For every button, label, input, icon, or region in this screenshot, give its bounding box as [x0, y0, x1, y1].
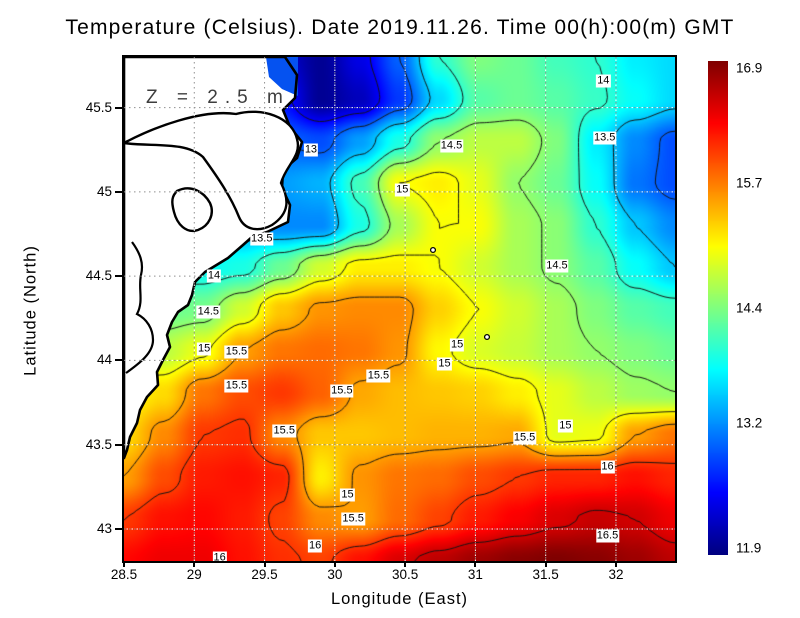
- y-tick-mark: [115, 190, 122, 193]
- contour-label-15.5: 15.5: [330, 384, 354, 398]
- y-tick-mark: [115, 443, 122, 446]
- x-tick-label: 30.5: [391, 567, 419, 582]
- colorbar-tick-label: 16.9: [736, 60, 763, 76]
- x-tick-label: 32: [608, 567, 624, 582]
- contour-label-15.5: 15.5: [512, 431, 537, 445]
- y-tick-label: 43: [96, 520, 112, 536]
- x-tick-label: 31.5: [532, 567, 559, 582]
- contour-label-15.5: 15.5: [224, 345, 249, 359]
- islet-mark: [429, 246, 437, 254]
- contour-label-15: 15: [395, 183, 410, 197]
- contour-label-15: 15: [450, 338, 465, 352]
- lagoon-outline-coastal-lake: [125, 241, 155, 374]
- x-tick-label: 29.5: [251, 567, 278, 582]
- y-tick-label: 44: [96, 352, 112, 368]
- colorbar-tick-label: 14.4: [736, 300, 763, 316]
- contour-label-15: 15: [558, 419, 573, 433]
- y-tick-mark: [115, 359, 122, 362]
- x-axis-title: Longitude (East): [330, 590, 469, 608]
- depth-annotation: Z = 2.5 m: [146, 87, 290, 108]
- colorbar: [708, 61, 728, 555]
- contour-label-14: 14: [596, 74, 611, 88]
- contour-label-15.5: 15.5: [366, 369, 391, 383]
- lagoon-outline-south: [171, 187, 213, 233]
- contour-label-15: 15: [340, 488, 355, 502]
- x-tick-label: 30: [327, 567, 343, 582]
- contour-label-15.5: 15.5: [224, 379, 249, 393]
- y-tick-label: 43.5: [85, 436, 112, 452]
- contour-label-15: 15: [437, 357, 452, 371]
- colorbar-tick-label: 11.9: [736, 540, 762, 556]
- colorbar-tick-label: 13.2: [736, 415, 763, 431]
- x-tick-label: 29: [186, 567, 202, 582]
- contour-label-14.5: 14.5: [439, 139, 464, 153]
- contour-label-14.5: 14.5: [545, 259, 569, 273]
- contour-label-13: 13: [303, 143, 319, 157]
- y-tick-label: 45: [96, 183, 112, 199]
- contour-label-14: 14: [206, 269, 222, 283]
- lagoon-outline-danube-delta: [124, 110, 300, 231]
- contour-label-16: 16: [212, 551, 227, 563]
- y-tick-mark: [115, 275, 122, 278]
- contour-label-15.5: 15.5: [272, 424, 296, 438]
- contour-label-16: 16: [308, 539, 323, 553]
- islet-marks: [429, 246, 491, 341]
- plot-area: 13 13.5 14 14.5 15 14.5 14 13.5 14.5 15 15.5 15.5 15…: [122, 55, 677, 563]
- islet-mark: [483, 333, 491, 341]
- y-tick-label: 45.5: [85, 99, 112, 115]
- x-tick-label: 31: [467, 567, 483, 582]
- y-axis-title: Latitude (North): [21, 245, 40, 376]
- colorbar-tick-label: 15.7: [736, 175, 763, 191]
- y-tick-mark: [115, 106, 122, 109]
- y-tick-mark: [115, 527, 122, 530]
- x-tick-label: 28.5: [110, 567, 138, 582]
- contour-label-15.5: 15.5: [341, 512, 365, 526]
- contour-label-16.5: 16.5: [595, 529, 620, 543]
- contour-label-16: 16: [600, 460, 615, 474]
- contour-label-13.5: 13.5: [250, 232, 274, 246]
- contour-label-15: 15: [196, 342, 212, 356]
- chart-title: Temperature (Celsius). Date 2019.11.26. …: [65, 16, 735, 39]
- y-tick-label: 44.5: [85, 268, 112, 284]
- contour-label-13.5: 13.5: [593, 131, 617, 145]
- map-overlay: [124, 57, 675, 561]
- contour-label-14.5: 14.5: [196, 305, 221, 319]
